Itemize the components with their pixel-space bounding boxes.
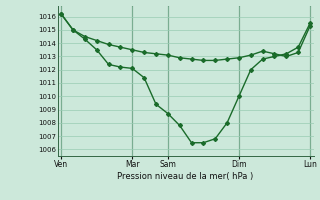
X-axis label: Pression niveau de la mer( hPa ): Pression niveau de la mer( hPa ) — [117, 172, 254, 181]
